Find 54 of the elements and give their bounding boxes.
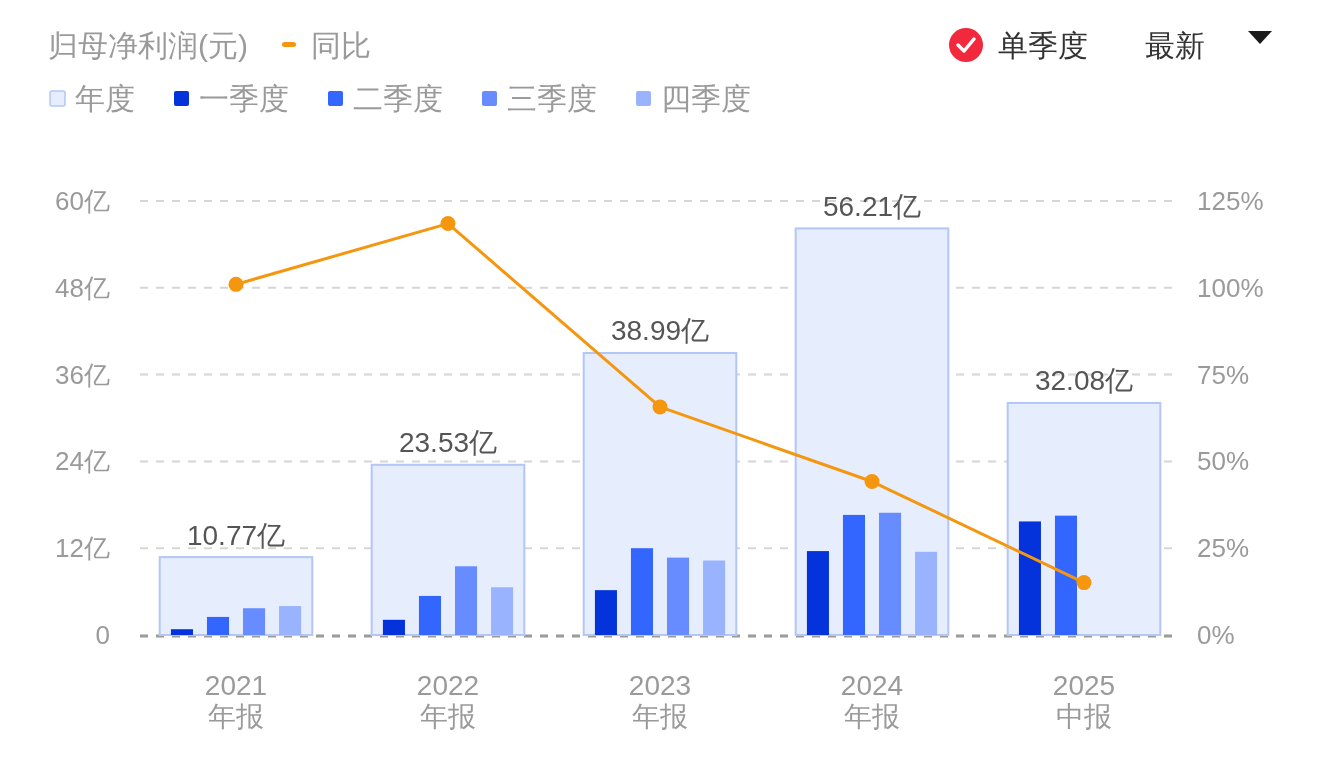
chart-title: 归母净利润(元) [48,28,248,62]
y2-tick-label: 25% [1197,533,1250,564]
bar [842,514,865,635]
legend-label: 三季度 [507,81,597,115]
x-tick-label: 2023 年报 [628,669,692,732]
point [864,474,880,490]
data-label: 32.08亿 [1034,365,1134,397]
y2-tick-label: 125% [1197,186,1264,216]
data-label: 10.77亿 [186,519,286,551]
x-tick-label: 2025 中报 [1052,669,1116,732]
legend-label: 年度 [75,81,135,115]
x-tick-label: 2022 年报 [416,669,480,732]
bar [418,595,441,635]
bar [382,619,405,635]
point [652,399,668,415]
y2-tick-label: 0% [1197,620,1235,650]
legend-label: 四季度 [661,81,751,115]
y-tick-label: 48亿 [55,272,110,303]
legend-label: 同比 [310,28,371,62]
y-tick-label: 0 [95,620,110,650]
bar [206,616,229,635]
y2-tick-label: 50% [1197,446,1250,477]
legend-label: 一季度 [199,81,289,115]
data-label: 23.53亿 [398,427,498,459]
data-label: 38.99亿 [610,315,710,347]
data-label: 56.21亿 [822,190,922,222]
bar [279,606,302,635]
bar [170,629,193,635]
y-tick-label: 24亿 [55,446,110,477]
text: 单季度 [998,28,1088,62]
y2-tick-label: 100% [1197,272,1264,303]
bar [630,548,653,635]
legend-label: 二季度 [353,81,443,115]
bar [243,608,266,635]
bar [667,557,690,635]
bar [455,566,478,635]
y-tick-label: 60亿 [55,186,110,216]
bar [806,551,829,635]
bar [703,560,726,635]
bar [1054,515,1078,635]
point [440,216,456,232]
text: 最新 [1145,28,1205,62]
x-tick-label: 2024 年报 [840,669,904,732]
y-tick-label: 12亿 [55,533,110,564]
bar [915,551,938,635]
y-tick-label: 36亿 [55,359,110,390]
bar [594,590,617,635]
point [228,276,244,292]
bar [879,512,902,635]
bar [1018,521,1041,635]
bar [491,587,514,635]
y2-tick-label: 75% [1197,359,1250,390]
x-tick-label: 2021 年报 [204,669,268,732]
point [1076,575,1092,591]
